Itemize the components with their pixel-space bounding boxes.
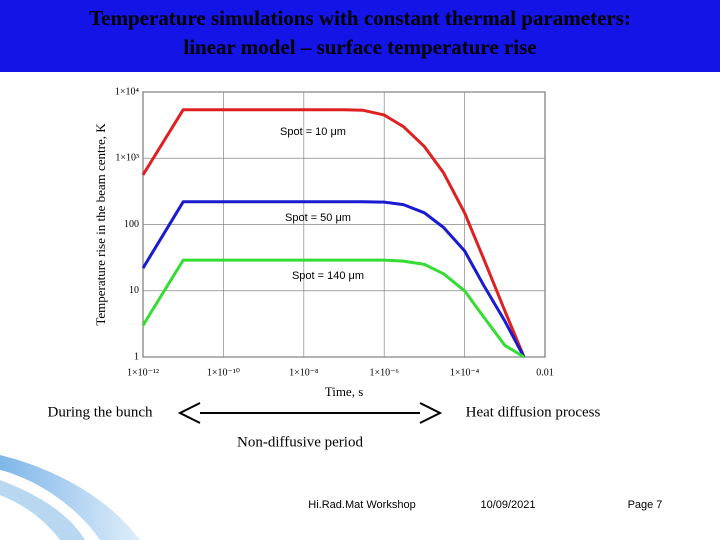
phase-label: Heat diffusion process	[466, 404, 601, 420]
y-tick-label: 1	[134, 351, 139, 362]
phase-label: During the bunch	[48, 404, 153, 420]
slide-title: linear model – surface temperature rise	[183, 35, 536, 59]
x-axis-label: Time, s	[325, 384, 364, 399]
decoration	[0, 455, 140, 540]
chart: 1 10 100 1×10³ 1×10⁴ 1×10⁻¹² 1×10⁻¹⁰ 1×10⁻⁸ 1×10…	[93, 86, 554, 399]
x-tick-label: 1×10⁻⁶	[369, 367, 399, 378]
footer-event: Hi.Rad.Mat Workshop	[308, 499, 415, 511]
decoration	[0, 480, 85, 540]
x-tick-label: 1×10⁻⁸	[289, 367, 319, 378]
series-label: Spot = 140 μm	[292, 270, 364, 282]
double-arrow	[177, 402, 443, 424]
x-tick-label: 0.01	[536, 367, 554, 378]
title-bar	[0, 0, 720, 72]
y-tick-label: 100	[124, 219, 139, 230]
footer-page: Page 7	[628, 499, 663, 511]
y-tick-label: 1×10³	[115, 153, 139, 164]
x-tick-label: 1×10⁻¹²	[127, 367, 159, 378]
series-line	[141, 200, 526, 358]
x-tick-label: 1×10⁻⁴	[450, 367, 480, 378]
series-label: Spot = 10 μm	[280, 126, 346, 138]
y-axis-label: Temperature rise in the beam centre, K	[93, 123, 108, 326]
y-tick-label: 1×10⁴	[115, 86, 140, 97]
period-label: Non-diffusive period	[237, 434, 363, 450]
x-tick-label: 1×10⁻¹⁰	[207, 367, 240, 378]
series-label: Spot = 50 μm	[285, 212, 351, 224]
footer-date: 10/09/2021	[480, 499, 535, 511]
series-line	[141, 108, 526, 358]
y-tick-label: 10	[129, 285, 139, 296]
slide-title: Temperature simulations with constant th…	[89, 6, 631, 30]
series-line	[141, 258, 525, 359]
